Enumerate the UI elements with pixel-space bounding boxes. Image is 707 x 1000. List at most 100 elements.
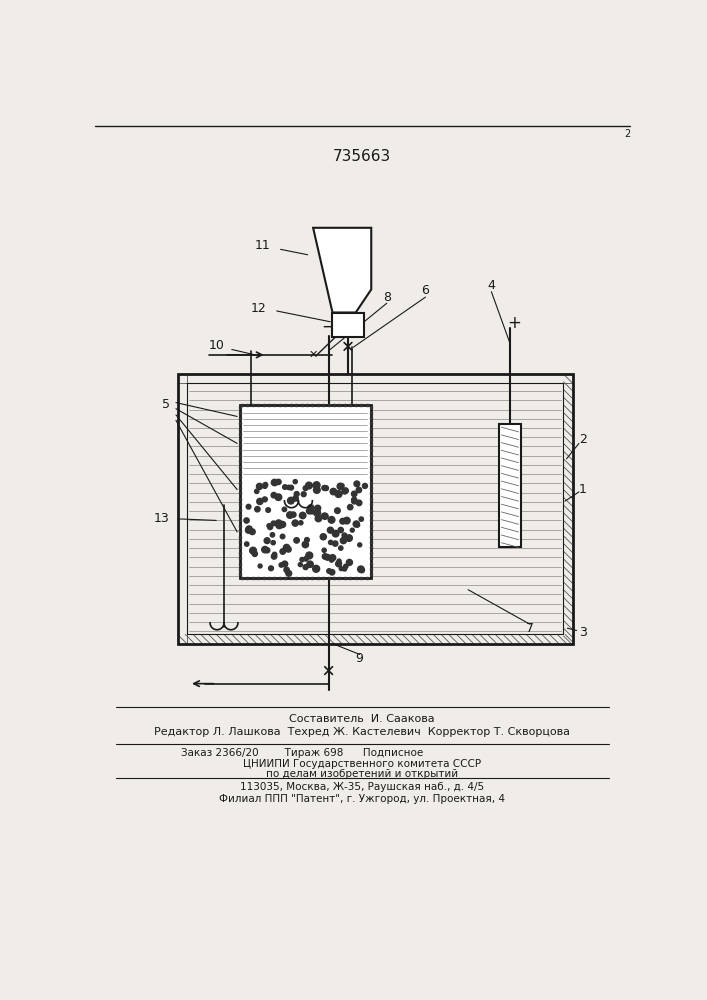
Text: по делам изобретений и открытий: по делам изобретений и открытий	[266, 769, 458, 779]
Circle shape	[263, 482, 268, 487]
Circle shape	[292, 520, 298, 526]
Circle shape	[332, 530, 339, 537]
Circle shape	[250, 547, 257, 554]
Text: 2: 2	[579, 433, 587, 446]
Circle shape	[322, 548, 326, 552]
Circle shape	[329, 540, 333, 545]
Circle shape	[356, 500, 362, 506]
Text: 7: 7	[526, 622, 534, 635]
Circle shape	[322, 554, 328, 559]
Circle shape	[348, 505, 353, 510]
Text: 4: 4	[487, 279, 496, 292]
Circle shape	[282, 507, 286, 512]
Circle shape	[258, 564, 262, 568]
Circle shape	[339, 567, 343, 571]
Circle shape	[244, 518, 249, 523]
Circle shape	[252, 551, 257, 556]
Circle shape	[299, 521, 303, 525]
Circle shape	[271, 554, 277, 559]
Circle shape	[280, 534, 285, 539]
Circle shape	[358, 543, 362, 547]
Circle shape	[268, 525, 273, 530]
Circle shape	[335, 491, 342, 497]
Circle shape	[305, 482, 312, 489]
Circle shape	[354, 481, 360, 487]
Circle shape	[320, 534, 327, 540]
Circle shape	[336, 561, 341, 567]
Circle shape	[302, 541, 308, 548]
Circle shape	[282, 561, 288, 567]
Circle shape	[305, 538, 309, 542]
Text: 1: 1	[579, 483, 587, 496]
Circle shape	[291, 512, 296, 517]
Circle shape	[338, 527, 344, 533]
Circle shape	[280, 549, 286, 554]
Text: Заказ 2366/20        Тираж 698      Подписное: Заказ 2366/20 Тираж 698 Подписное	[182, 748, 423, 758]
Circle shape	[332, 541, 338, 546]
Text: 9: 9	[356, 652, 363, 666]
Circle shape	[327, 569, 332, 573]
Bar	[240, 405, 371, 578]
Text: Редактор Л. Лашкова  Техред Ж. Кастелевич  Корректор Т. Скворцова: Редактор Л. Лашкова Техред Ж. Кастелевич…	[154, 727, 570, 737]
Text: 735663: 735663	[333, 149, 391, 164]
Text: Составитель  И. Саакова: Составитель И. Саакова	[289, 714, 435, 724]
Circle shape	[246, 526, 252, 532]
Circle shape	[315, 505, 321, 511]
Circle shape	[284, 544, 290, 551]
Circle shape	[262, 497, 267, 502]
Polygon shape	[313, 228, 371, 312]
Circle shape	[306, 552, 312, 559]
Circle shape	[327, 527, 334, 533]
Circle shape	[337, 559, 341, 563]
Circle shape	[356, 523, 360, 527]
Circle shape	[288, 497, 294, 504]
Text: 10: 10	[209, 339, 224, 352]
Text: ЦНИИПИ Государственного комитета СССР: ЦНИИПИ Государственного комитета СССР	[243, 759, 481, 769]
Circle shape	[340, 537, 346, 544]
Circle shape	[279, 563, 284, 567]
Circle shape	[351, 499, 357, 504]
Circle shape	[245, 542, 249, 546]
Circle shape	[322, 513, 327, 519]
Circle shape	[266, 508, 271, 512]
Text: 8: 8	[382, 291, 391, 304]
Text: 6: 6	[421, 284, 429, 297]
Circle shape	[294, 492, 299, 496]
Circle shape	[314, 509, 320, 516]
Circle shape	[328, 517, 335, 523]
Circle shape	[354, 521, 359, 527]
Circle shape	[339, 546, 343, 550]
Bar	[187, 383, 563, 634]
Circle shape	[346, 535, 352, 541]
Circle shape	[279, 521, 286, 528]
Circle shape	[350, 528, 354, 532]
Circle shape	[358, 566, 364, 572]
Circle shape	[262, 546, 268, 553]
Circle shape	[356, 487, 361, 493]
Circle shape	[304, 557, 308, 561]
Circle shape	[257, 498, 263, 505]
Text: 3: 3	[579, 626, 587, 639]
Circle shape	[363, 483, 368, 488]
Text: ✕: ✕	[308, 350, 318, 360]
Circle shape	[269, 566, 274, 571]
Circle shape	[342, 488, 349, 494]
Circle shape	[246, 504, 251, 509]
Circle shape	[313, 487, 320, 493]
Circle shape	[306, 508, 312, 514]
Circle shape	[267, 524, 271, 528]
Circle shape	[340, 484, 344, 488]
Circle shape	[250, 529, 255, 535]
Circle shape	[300, 557, 304, 562]
Circle shape	[346, 559, 353, 565]
Circle shape	[298, 563, 303, 567]
Circle shape	[351, 491, 357, 497]
Text: −: −	[322, 317, 336, 335]
Circle shape	[359, 517, 363, 521]
Circle shape	[255, 507, 260, 512]
Text: +: +	[508, 314, 522, 332]
Circle shape	[286, 547, 291, 552]
Circle shape	[293, 496, 298, 501]
Circle shape	[271, 492, 276, 498]
Circle shape	[322, 513, 328, 519]
